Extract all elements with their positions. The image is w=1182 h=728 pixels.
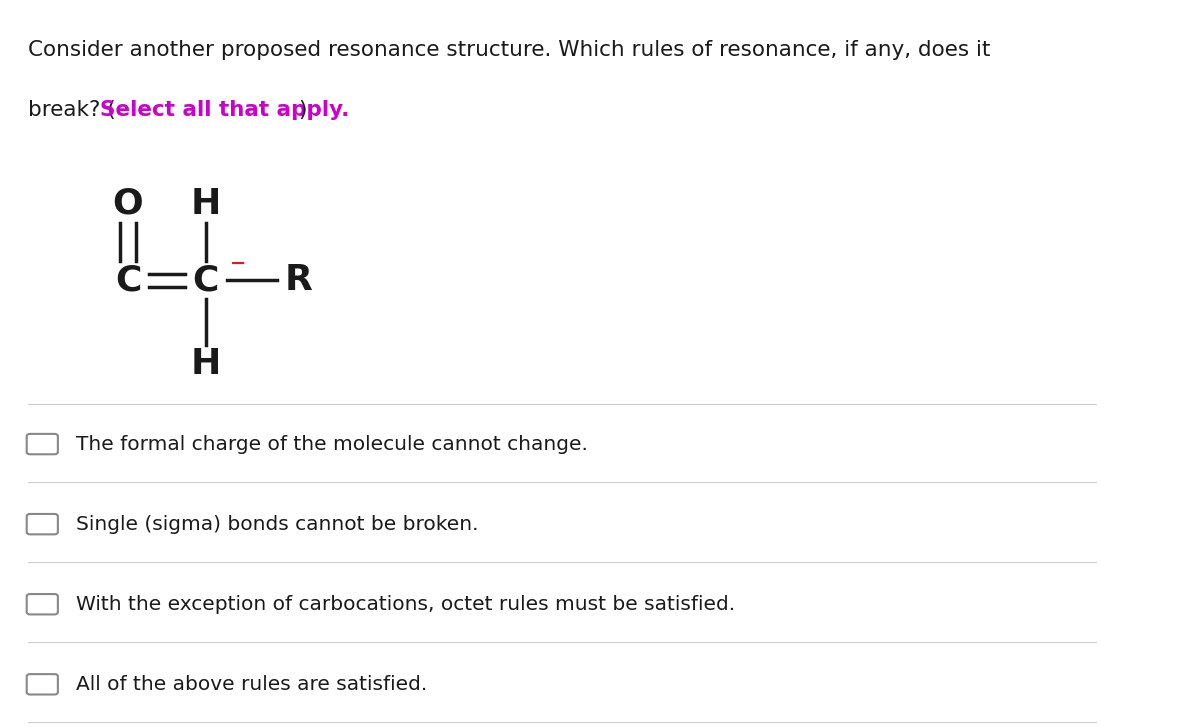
Text: O: O <box>112 187 143 221</box>
Text: ): ) <box>298 100 306 119</box>
Text: C: C <box>115 264 141 297</box>
Text: R: R <box>285 264 312 297</box>
Text: C: C <box>193 264 219 297</box>
Text: H: H <box>190 187 221 221</box>
FancyBboxPatch shape <box>27 514 58 534</box>
FancyBboxPatch shape <box>27 594 58 614</box>
Text: All of the above rules are satisfied.: All of the above rules are satisfied. <box>76 675 427 694</box>
Text: −: − <box>230 254 246 273</box>
Text: break? (: break? ( <box>28 100 116 119</box>
FancyBboxPatch shape <box>27 434 58 454</box>
Text: With the exception of carbocations, octet rules must be satisfied.: With the exception of carbocations, octe… <box>76 595 735 614</box>
Text: Consider another proposed resonance structure. Which rules of resonance, if any,: Consider another proposed resonance stru… <box>28 40 991 60</box>
Text: Select all that apply.: Select all that apply. <box>100 100 349 119</box>
Text: H: H <box>190 347 221 381</box>
FancyBboxPatch shape <box>27 674 58 695</box>
Text: The formal charge of the molecule cannot change.: The formal charge of the molecule cannot… <box>76 435 587 454</box>
Text: Single (sigma) bonds cannot be broken.: Single (sigma) bonds cannot be broken. <box>76 515 479 534</box>
